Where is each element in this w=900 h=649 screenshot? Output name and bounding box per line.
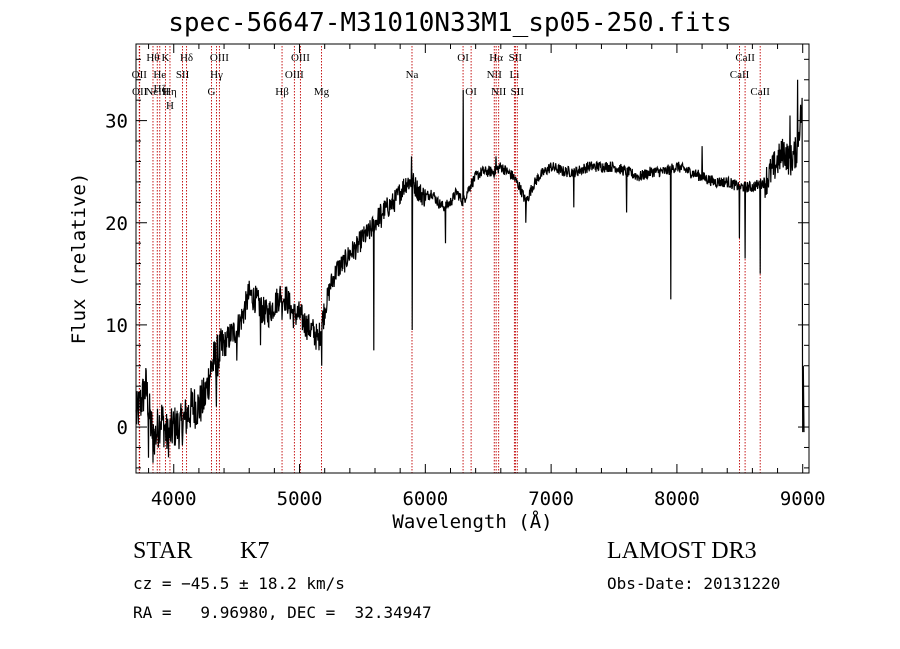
line-label: NeIII bbox=[145, 86, 169, 98]
x-tick-label: 9000 bbox=[780, 488, 826, 510]
line-label: He bbox=[153, 69, 166, 81]
line-label: Hζ bbox=[154, 83, 167, 95]
x-tick-label: 5000 bbox=[277, 488, 323, 510]
line-label: OI bbox=[465, 86, 477, 98]
observation-date: Obs-Date: 20131220 bbox=[607, 574, 781, 593]
object-subclass: K7 bbox=[240, 538, 270, 564]
line-label: SII bbox=[511, 86, 525, 98]
x-tick-label: 7000 bbox=[528, 488, 574, 510]
line-label: Hδ bbox=[180, 52, 193, 64]
line-label: NII bbox=[491, 86, 507, 98]
plot-frame bbox=[135, 43, 810, 474]
y-tick-label: 0 bbox=[117, 417, 128, 439]
chart-title: spec-56647-M31010N33M1_sp05-250.fits bbox=[168, 8, 732, 38]
y-tick-label: 10 bbox=[105, 315, 128, 337]
y-tick-label: 30 bbox=[105, 111, 128, 133]
spectrum-series-flux bbox=[135, 79, 805, 463]
line-label: OI bbox=[457, 52, 469, 64]
line-label: Hγ bbox=[210, 69, 223, 81]
line-label: NII bbox=[487, 69, 503, 81]
line-label: CaII bbox=[730, 69, 750, 81]
x-axis-label: Wavelength (Å) bbox=[392, 510, 552, 533]
x-tick-label: 4000 bbox=[151, 488, 197, 510]
line-label: CaII bbox=[735, 52, 755, 64]
object-class: STAR bbox=[133, 538, 193, 564]
line-label: OIII bbox=[285, 69, 304, 81]
sky-coordinates: RA = 9.96980, DEC = 32.34947 bbox=[133, 603, 432, 622]
line-label: G bbox=[208, 86, 216, 98]
x-tick-label: 8000 bbox=[654, 488, 700, 510]
line-label: K bbox=[161, 52, 169, 64]
x-tick-label: 6000 bbox=[402, 488, 448, 510]
line-label: CaII bbox=[750, 86, 770, 98]
line-label: Hβ bbox=[275, 86, 289, 98]
line-label: SII bbox=[176, 69, 190, 81]
line-label: Mg bbox=[314, 86, 330, 98]
line-label: SII bbox=[509, 52, 523, 64]
redshift-velocity: cz = −45.5 ± 18.2 km/s bbox=[133, 574, 345, 593]
line-label: Hη bbox=[163, 86, 177, 98]
line-label: Hα bbox=[489, 52, 503, 64]
line-label: Na bbox=[406, 69, 419, 81]
line-label: Li bbox=[509, 69, 519, 81]
survey-name: LAMOST DR3 bbox=[607, 538, 757, 564]
line-label: H bbox=[166, 100, 174, 112]
y-axis-label: Flux (relative) bbox=[68, 173, 90, 345]
line-label: OIII bbox=[210, 52, 229, 64]
line-label: OIII bbox=[291, 52, 310, 64]
y-tick-label: 20 bbox=[105, 213, 128, 235]
line-label: Hθ bbox=[146, 52, 159, 64]
